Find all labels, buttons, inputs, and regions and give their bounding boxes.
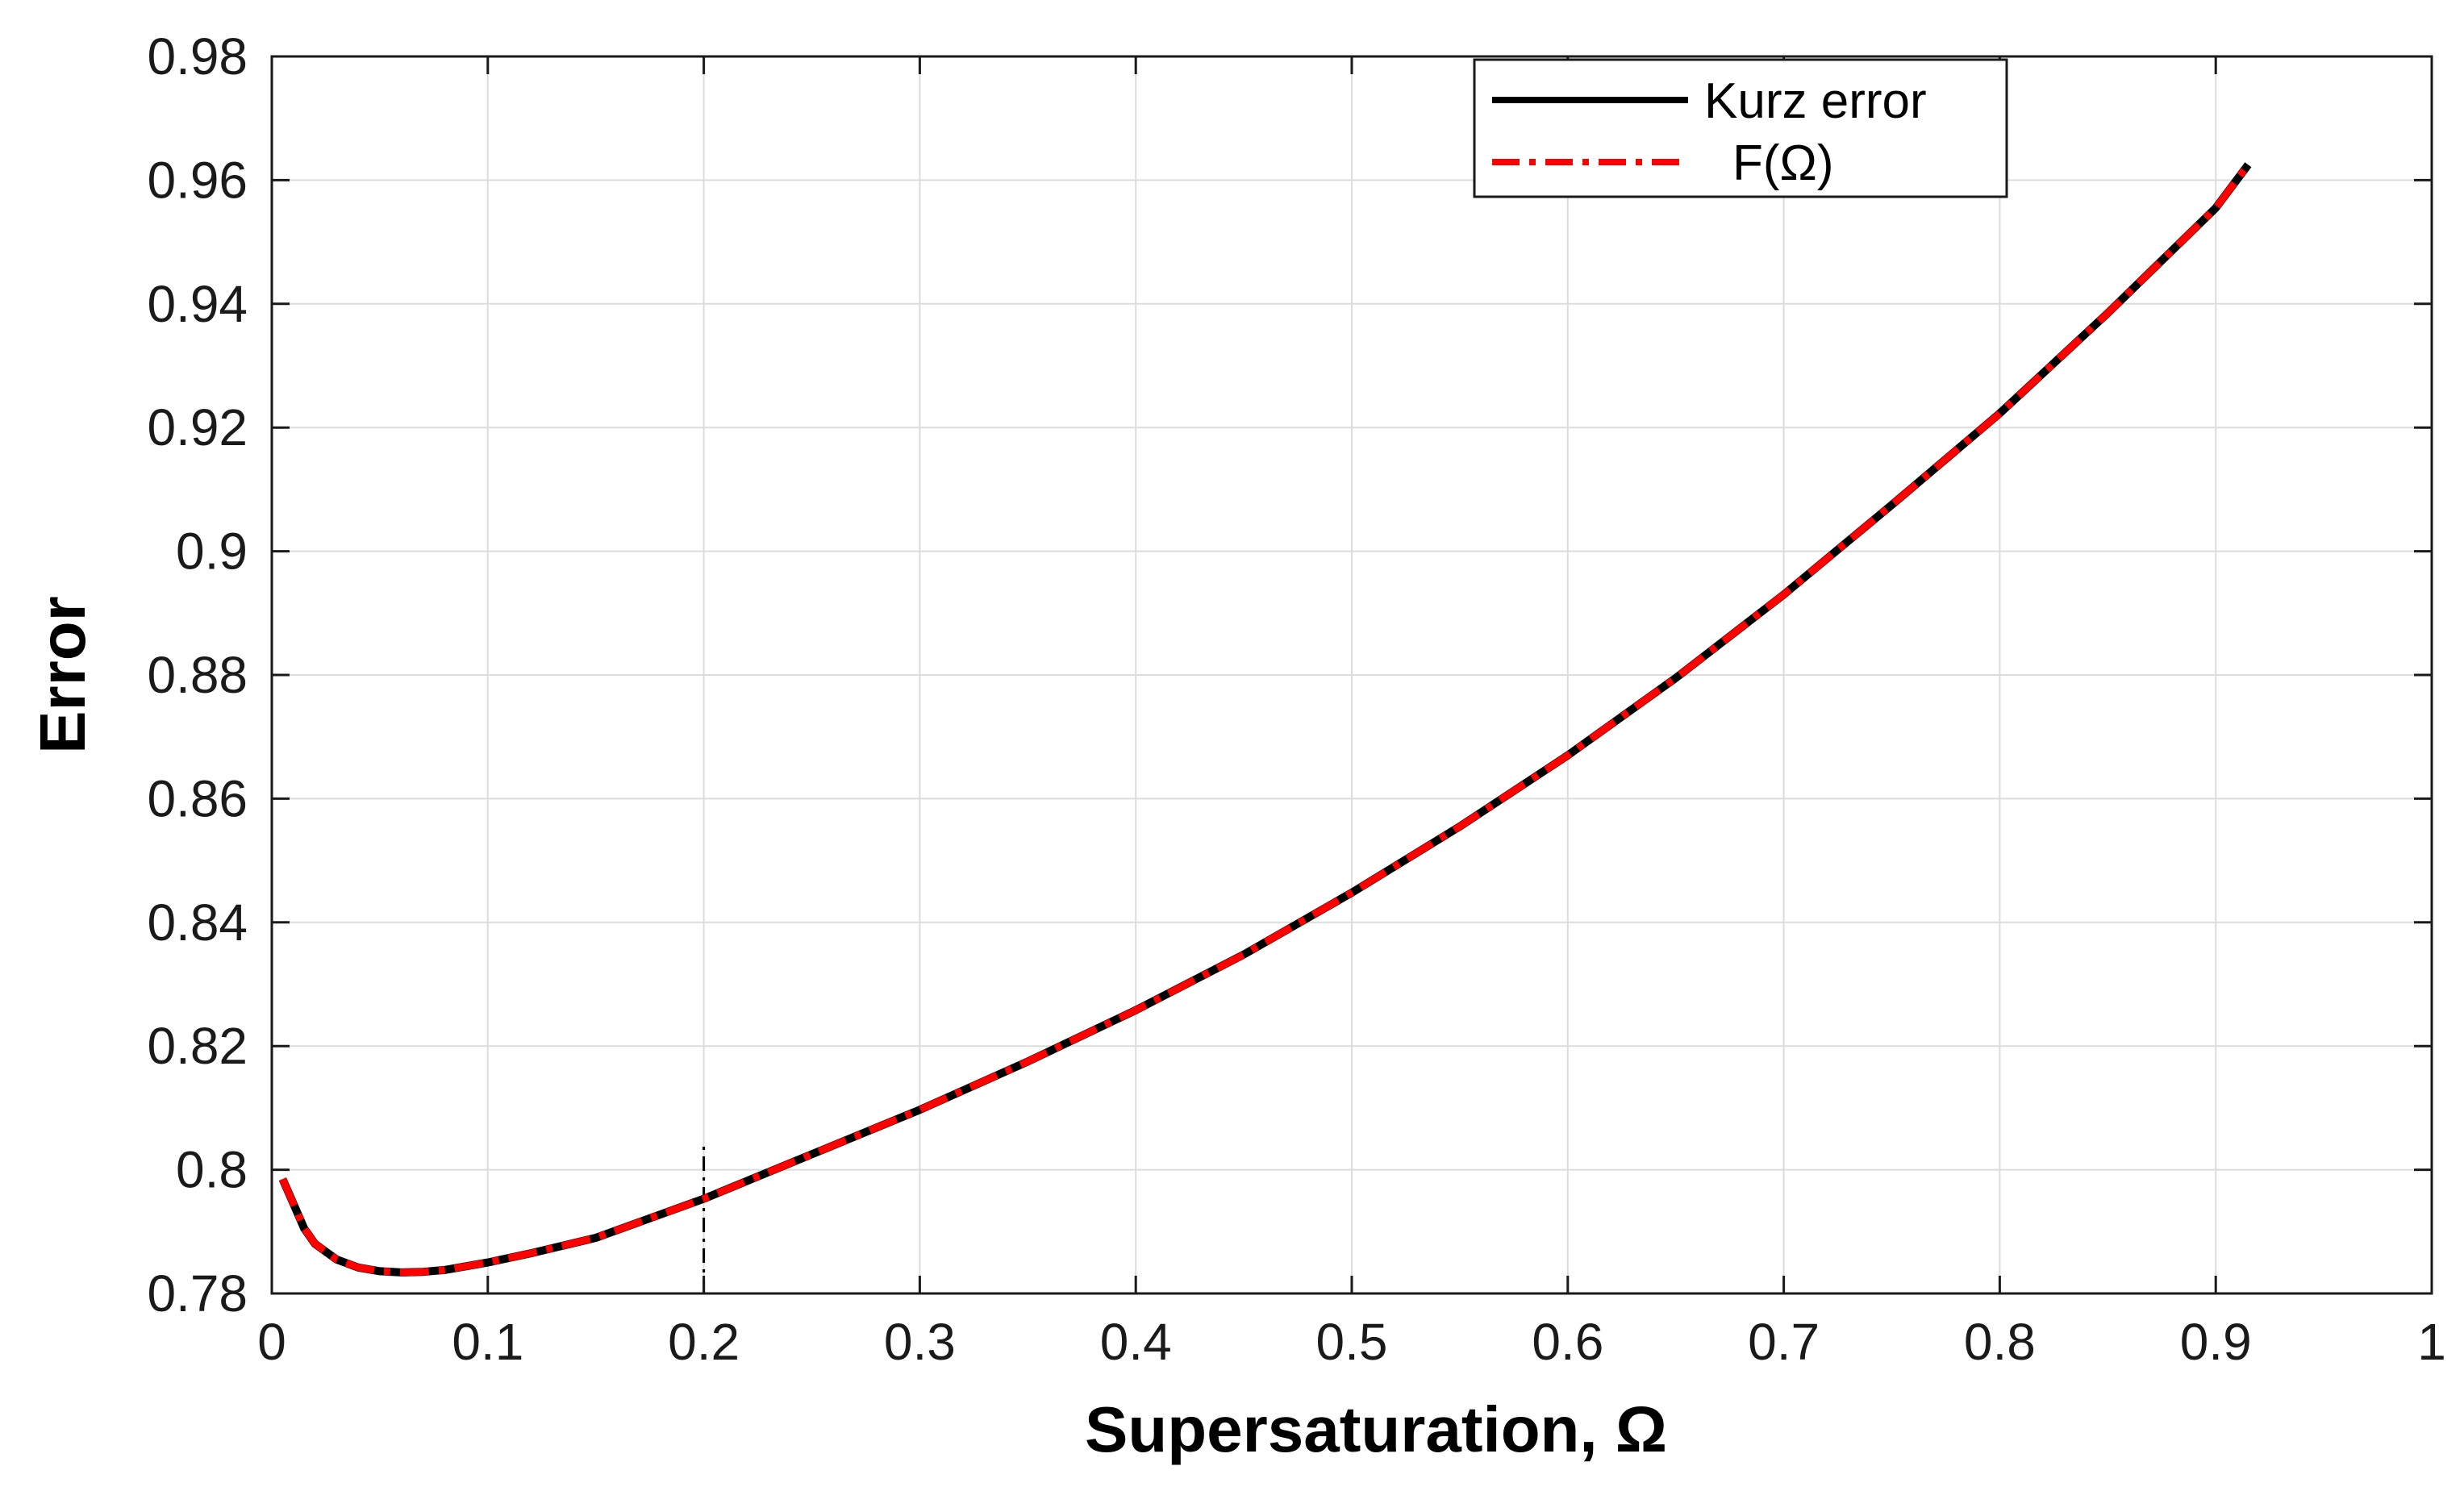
series-line-f-omega [279, 162, 2252, 1277]
x-tick-label: 0.9 [2180, 1313, 2252, 1371]
y-axis-title: Error [27, 596, 98, 754]
x-tick-label: 0.4 [1100, 1313, 1172, 1371]
x-tick-label: 0.1 [452, 1313, 523, 1371]
y-tick-label: 0.96 [147, 151, 248, 209]
legend: Kurz error F(Ω) [1473, 58, 2008, 198]
legend-label-kurz-error: Kurz error [1704, 73, 1927, 129]
x-tick-label: 0.3 [884, 1313, 956, 1371]
y-tick-label: 0.78 [147, 1264, 248, 1322]
y-tick-label: 0.94 [147, 275, 248, 333]
x-axis-title: Supersaturation, Ω [1085, 1393, 1667, 1465]
x-tick-label: 0 [257, 1313, 286, 1371]
y-tick-label: 0.84 [147, 893, 248, 952]
y-tick-label: 0.8 [176, 1141, 248, 1199]
legend-label-f-omega: F(Ω) [1732, 135, 1834, 191]
y-tick-label: 0.92 [147, 398, 248, 456]
x-tick-label: 0.7 [1748, 1313, 1820, 1371]
y-tick-label: 0.88 [147, 646, 248, 704]
x-tick-label: 1 [2417, 1313, 2446, 1371]
y-tick-label: 0.82 [147, 1017, 248, 1075]
x-tick-label: 0.8 [1964, 1313, 2036, 1371]
legend-box [1473, 58, 2008, 198]
series-lines [278, 162, 2252, 1277]
y-tick-label: 0.86 [147, 769, 248, 827]
x-tick-label: 0.2 [668, 1313, 740, 1371]
x-tick-label: 0.6 [1532, 1313, 1603, 1371]
y-axis-tick-labels: 0.78 0.8 0.82 0.84 0.86 0.88 0.9 0.92 0.94 0.96 0.… [147, 27, 248, 1322]
x-axis-tick-labels: 0 0.1 0.2 0.3 0.4 0.5 0.6 0.7 0.8 0.9 1 [257, 1313, 2446, 1371]
y-tick-label: 0.98 [147, 27, 248, 85]
y-tick-label: 0.9 [176, 523, 248, 581]
x-tick-label: 0.5 [1316, 1313, 1388, 1371]
